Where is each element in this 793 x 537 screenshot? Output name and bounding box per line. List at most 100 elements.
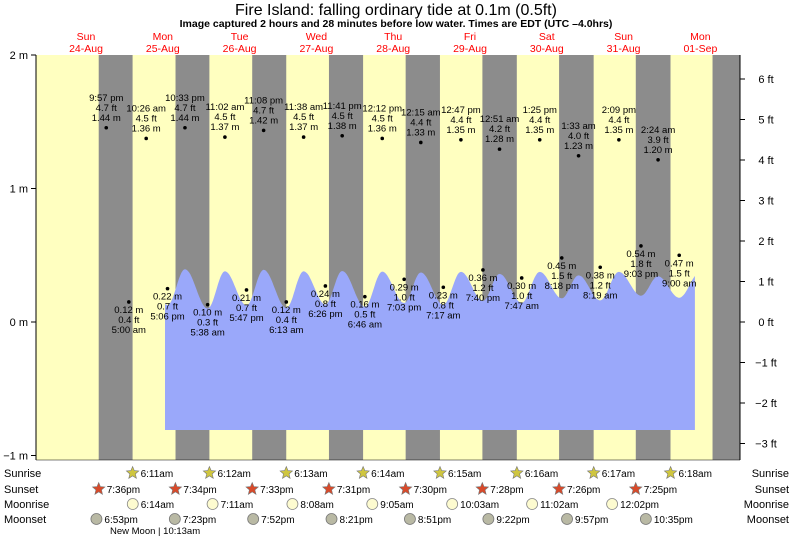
tide-time: 6:46 am <box>348 320 382 331</box>
tide-height-m: 0.16 m <box>350 300 379 311</box>
tide-time: 2:24 am <box>641 125 675 136</box>
sunset-time: 7:34pm <box>183 485 216 496</box>
high-tide-label: 10:33 pm4.7 ft1.44 m <box>165 93 205 130</box>
tide-height-ft: 4.5 ft <box>332 111 353 122</box>
tide-time: 10:33 pm <box>165 93 205 104</box>
tide-height-m: 0.54 m <box>626 249 655 260</box>
moonrise-icon <box>366 498 379 510</box>
tide-point <box>639 244 643 248</box>
night-band <box>712 55 740 460</box>
tide-point <box>144 136 148 141</box>
tide-point <box>419 140 423 145</box>
left-tick-label: −1 m <box>3 451 28 463</box>
high-tide-label: 9:57 pm4.7 ft1.44 m <box>89 93 123 130</box>
day-date: 28-Aug <box>376 43 410 55</box>
sunrise-time: 6:14am <box>371 469 404 480</box>
tide-time: 10:26 am <box>126 103 166 114</box>
chart-subtitle: Image captured 2 hours and 28 minutes be… <box>180 18 613 30</box>
day-date: 24-Aug <box>69 43 103 55</box>
tide-height-m: 0.29 m <box>390 282 419 293</box>
sunrise-icon <box>279 465 294 479</box>
sunset-icon <box>91 481 106 495</box>
tide-time: 6:13 am <box>269 325 303 336</box>
tide-height-ft: 1.0 ft <box>511 291 532 302</box>
tide-height-ft: 4.5 ft <box>136 113 157 124</box>
low-tide-label: 0.29 m1.0 ft7:03 pm <box>387 277 421 313</box>
row-label-left: Moonrise <box>4 499 49 511</box>
day-name: Wed <box>306 31 328 43</box>
tide-time: 7:17 am <box>426 310 460 321</box>
tide-height-m: 0.47 m <box>665 258 694 269</box>
tide-height-m: 1.44 m <box>170 113 199 124</box>
tide-height-m: 1.36 m <box>132 123 161 134</box>
sunset-icon <box>168 481 183 495</box>
day-name: Mon <box>153 31 174 43</box>
new-moon-note: New Moon | 10:13am <box>110 526 200 537</box>
sunset-time: 7:36pm <box>107 485 140 496</box>
right-tick-label: −1 ft <box>755 358 777 370</box>
tide-point <box>323 284 328 288</box>
tide-height-ft: 0.8 ft <box>315 299 336 310</box>
tide-time: 11:08 pm <box>244 95 283 106</box>
low-tide-label: 0.47 m1.5 ft9:00 am <box>662 253 696 289</box>
tide-point <box>402 277 406 282</box>
tide-height-m: 0.23 m <box>429 290 458 301</box>
tide-time: 11:41 pm <box>323 101 362 112</box>
tide-point <box>244 288 249 292</box>
tide-height-ft: 4.7 ft <box>174 103 195 114</box>
tide-height-ft: 0.3 ft <box>197 318 218 329</box>
day-name: Tue <box>231 31 249 43</box>
sunset-icon <box>552 481 566 495</box>
high-tide-label: 1:25 pm4.4 ft1.35 m <box>523 105 557 142</box>
tide-point <box>459 137 463 142</box>
high-tide-label: 2:24 am3.9 ft1.20 m <box>641 125 675 162</box>
tide-height-m: 1.28 m <box>485 134 514 145</box>
tide-point <box>223 135 227 139</box>
tide-point <box>301 135 306 139</box>
tide-annotations: 9:57 pm4.7 ft1.44 m0.12 m0.4 ft5:00 am10… <box>89 93 696 339</box>
tide-height-m: 1.44 m <box>92 113 121 124</box>
high-tide-label: 11:41 pm4.5 ft1.38 m <box>323 101 362 138</box>
day-date: 29-Aug <box>453 43 487 55</box>
tide-height-m: 1.37 m <box>210 122 239 133</box>
sunset-icon <box>245 481 260 495</box>
tide-point <box>481 268 485 272</box>
tide-time: 7:47 am <box>505 301 539 312</box>
day-date: 26-Aug <box>223 43 257 55</box>
tide-time: 7:03 pm <box>387 302 421 313</box>
moonrise-icon <box>206 498 219 510</box>
day-name: Fri <box>464 31 476 43</box>
tide-time: 2:09 pm <box>602 105 636 116</box>
tide-height-ft: 4.0 ft <box>568 131 589 142</box>
high-tide-label: 11:08 pm4.7 ft1.42 m <box>244 95 283 133</box>
tide-point <box>617 137 621 142</box>
tide-height-m: 0.12 m <box>114 305 143 316</box>
day-name: Mon <box>690 31 711 43</box>
sunrise-icon <box>125 465 140 479</box>
tide-time: 12:51 am <box>480 114 520 125</box>
tide-time: 11:38 am <box>284 102 323 113</box>
low-tide-label: 0.30 m1.0 ft7:47 am <box>505 276 539 312</box>
tide-height-ft: 4.4 ft <box>450 115 471 126</box>
moonset-icon <box>639 513 652 525</box>
tide-height-ft: 4.4 ft <box>410 117 431 128</box>
left-tick-label: 0 m <box>10 317 28 329</box>
moonset-icon <box>561 513 573 525</box>
tide-time: 6:26 pm <box>308 309 342 320</box>
low-tide-label: 0.12 m0.4 ft6:13 am <box>269 300 304 336</box>
high-tide-label: 1:33 am4.0 ft1.23 m <box>561 121 596 158</box>
tide-time: 12:15 am <box>401 107 441 118</box>
moonset-time: 7:23pm <box>183 515 216 526</box>
moonset-icon <box>325 513 338 525</box>
tide-height-ft: 0.7 ft <box>157 302 178 313</box>
row-label-right: Sunrise <box>752 468 789 480</box>
day-date: 30-Aug <box>530 43 564 55</box>
tide-height-ft: 0.4 ft <box>276 315 297 326</box>
tide-height-m: 0.21 m <box>232 293 261 304</box>
tide-point <box>205 302 210 307</box>
high-tide-label: 10:26 am4.5 ft1.36 m <box>126 103 166 141</box>
tide-point <box>598 265 603 270</box>
tide-height-m: 0.10 m <box>193 308 222 319</box>
right-tick-label: −2 ft <box>755 398 777 410</box>
